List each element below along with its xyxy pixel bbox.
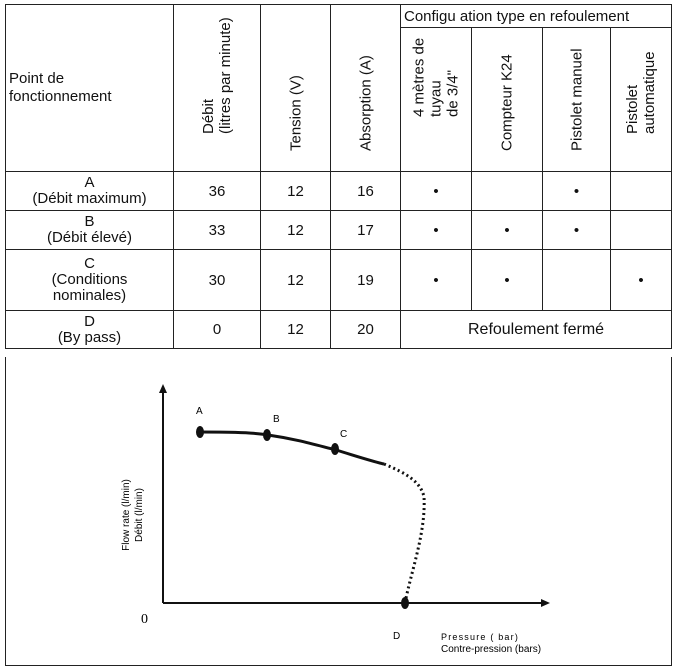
table-row: A (Débit maximum) 36 12 16 • • [5, 171, 673, 211]
compteur-mark: • [471, 249, 543, 311]
point-c-label: C [340, 429, 347, 440]
tuyau-header: 4 mètres de tuyau de 3/4" [400, 27, 472, 172]
y-label-fr: Débit (l/min) [134, 488, 145, 542]
debit-value: 36 [173, 171, 261, 211]
tension-value: 12 [260, 249, 331, 311]
debit-value: 30 [173, 249, 261, 311]
point-header: Point de fonctionnement [5, 4, 174, 172]
point-label: A (Débit maximum) [5, 171, 174, 211]
point-label: D (By pass) [5, 310, 174, 349]
absorption-value: 20 [330, 310, 401, 349]
debit-value: 33 [173, 210, 261, 250]
table-row: C (Conditions nominales) 30 12 19 • • • [5, 249, 673, 311]
table-row: B (Débit élevé) 33 12 17 • • • [5, 210, 673, 250]
point-a-label: A [196, 406, 203, 417]
tension-header: Tension (V) [260, 4, 331, 172]
compteur-header: Compteur K24 [471, 27, 543, 172]
table-row: D (By pass) 0 12 20 Refoulement fermé [5, 310, 673, 349]
auto-mark: • [609, 249, 673, 311]
point-d-marker [401, 597, 409, 609]
point-label: B (Débit élevé) [5, 210, 174, 250]
point-d-label: D [393, 631, 400, 642]
tuyau-mark: • [400, 210, 472, 250]
manuel-mark [542, 249, 611, 311]
curve-solid [198, 430, 385, 466]
pump-curve-chart: A B C D 0 Flow rate (l/min) Débit (l/min… [5, 357, 672, 666]
absorption-value: 16 [330, 171, 401, 211]
manuel-mark: • [542, 171, 611, 211]
compteur-mark: • [471, 210, 543, 250]
curve-dotted [383, 462, 426, 604]
refoulement-ferme: Refoulement fermé [399, 310, 673, 349]
absorption-value: 17 [330, 210, 401, 250]
auto-mark [609, 210, 673, 250]
manuel-mark: • [542, 210, 611, 250]
pump-curve-svg: A B C D 0 Flow rate (l/min) Débit (l/min… [121, 384, 550, 655]
x-label-en: Pressure ( bar) [441, 632, 519, 642]
compteur-mark [471, 171, 543, 211]
tuyau-mark: • [400, 249, 472, 311]
point-c-marker [331, 443, 339, 455]
pistolet-manuel-header: Pistolet manuel [542, 27, 611, 172]
x-label-fr: Contre-pression (bars) [441, 644, 541, 655]
point-a-marker [196, 426, 204, 438]
origin-label: 0 [141, 612, 148, 627]
tension-value: 12 [260, 310, 331, 349]
spec-table: Point de fonctionnement Débit (litres pa… [5, 4, 673, 349]
point-b-marker [263, 429, 271, 441]
debit-value: 0 [173, 310, 261, 349]
absorption-value: 19 [330, 249, 401, 311]
tuyau-mark: • [400, 171, 472, 211]
debit-header: Débit (litres par minute) [173, 4, 261, 172]
point-label: C (Conditions nominales) [5, 249, 174, 311]
tension-value: 12 [260, 210, 331, 250]
y-label-en: Flow rate (l/min) [121, 479, 132, 551]
auto-mark [609, 171, 673, 211]
tension-value: 12 [260, 171, 331, 211]
absorption-header: Absorption (A) [330, 4, 401, 172]
pistolet-auto-header: Pistolet automatique [609, 27, 673, 172]
config-header: Configu ation type en refoulement [399, 4, 673, 28]
point-b-label: B [273, 414, 280, 425]
